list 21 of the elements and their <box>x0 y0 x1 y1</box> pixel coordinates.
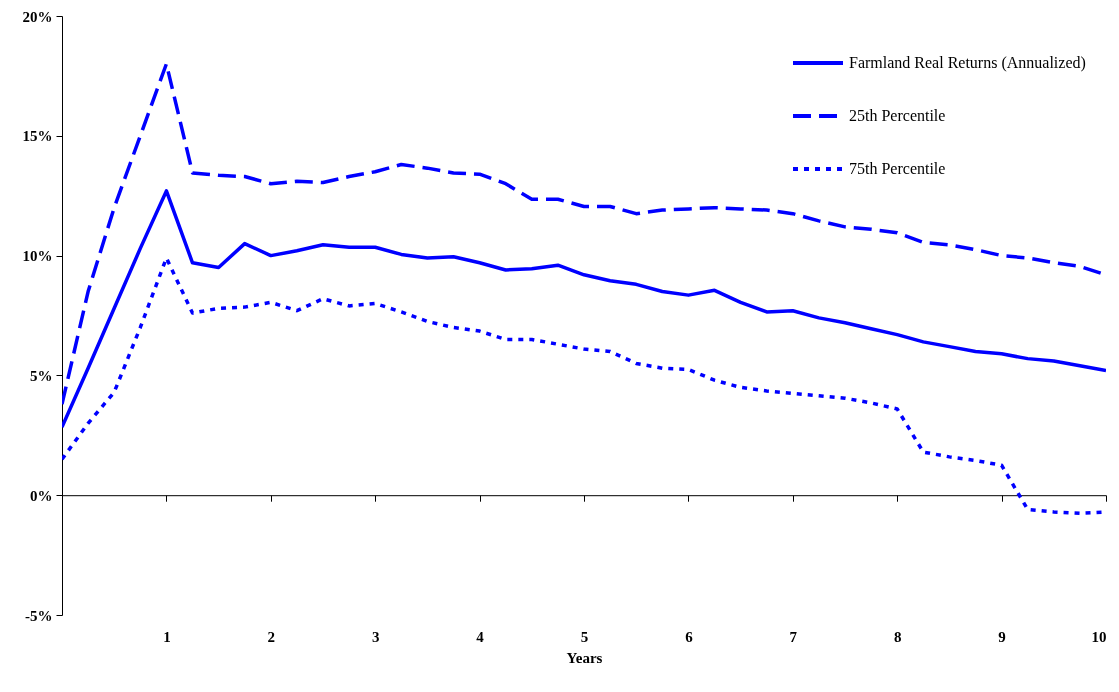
x-tick-label: 7 <box>789 628 798 645</box>
x-tick-label: 6 <box>685 628 694 645</box>
x-tick-label: 2 <box>267 628 276 645</box>
y-tick-label: 15% <box>22 128 53 145</box>
x-tick-label: 10 <box>1091 628 1107 645</box>
y-tick-label: 0% <box>30 487 53 504</box>
y-tick-label: 5% <box>30 367 53 384</box>
x-tick-label: 4 <box>476 628 485 645</box>
x-axis-title: Years <box>566 649 603 666</box>
legend-label: Farmland Real Returns (Annualized) <box>849 54 1086 72</box>
y-tick-label: 20% <box>22 8 53 25</box>
x-tick-label: 3 <box>371 628 380 645</box>
x-tick-label: 9 <box>998 628 1006 645</box>
y-tick-label: 10% <box>22 248 53 265</box>
x-tick-label: 8 <box>893 628 902 645</box>
line-series <box>62 189 1106 429</box>
legend-label: 25th Percentile <box>849 107 946 124</box>
legend-label: 75th Percentile <box>849 160 946 177</box>
x-tick-label: 1 <box>163 628 171 645</box>
x-tick-label: 5 <box>580 628 589 645</box>
y-tick-label: -5% <box>25 607 53 624</box>
